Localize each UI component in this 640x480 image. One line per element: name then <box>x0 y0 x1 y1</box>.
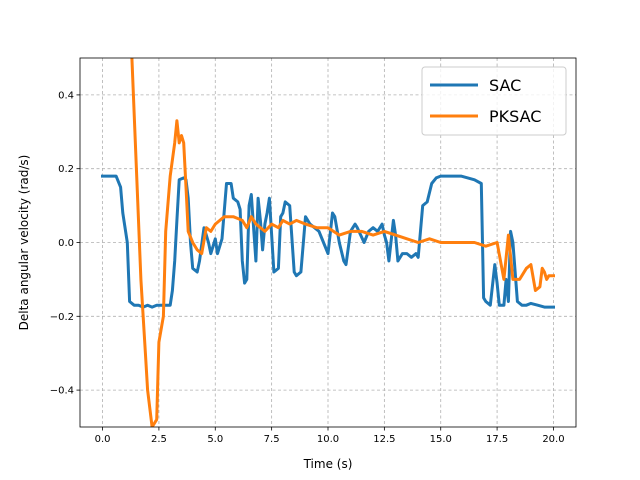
x-axis-label: Time (s) <box>303 457 353 471</box>
y-tick-label: 0.0 <box>58 238 74 249</box>
y-tick-label: −0.4 <box>50 386 74 397</box>
x-tick-label: 12.5 <box>373 434 395 445</box>
y-axis-label: Delta angular velocity (rad/s) <box>17 155 31 331</box>
x-tick-label: 0.0 <box>95 434 111 445</box>
legend: SAC PKSAC <box>421 66 567 136</box>
x-tick-label: 20.0 <box>542 434 564 445</box>
x-tick-label: 7.5 <box>264 434 280 445</box>
x-tick-label: 17.5 <box>486 434 508 445</box>
legend-label-pksac: PKSAC <box>489 107 541 126</box>
ticks: 0.0 2.5 5.0 7.5 10.0 12.5 15.0 17.5 20.0 −0.4 −0.2… <box>50 90 565 445</box>
x-tick-label: 15.0 <box>430 434 452 445</box>
y-tick-label: 0.2 <box>58 164 74 175</box>
series-line-pksac <box>130 58 555 427</box>
y-tick-label: 0.4 <box>58 90 74 101</box>
series-group <box>101 58 555 427</box>
x-tick-label: 2.5 <box>151 434 167 445</box>
x-tick-label: 5.0 <box>207 434 223 445</box>
legend-label-sac: SAC <box>489 76 521 95</box>
x-tick-label: 10.0 <box>317 434 339 445</box>
y-tick-label: −0.2 <box>50 312 74 323</box>
